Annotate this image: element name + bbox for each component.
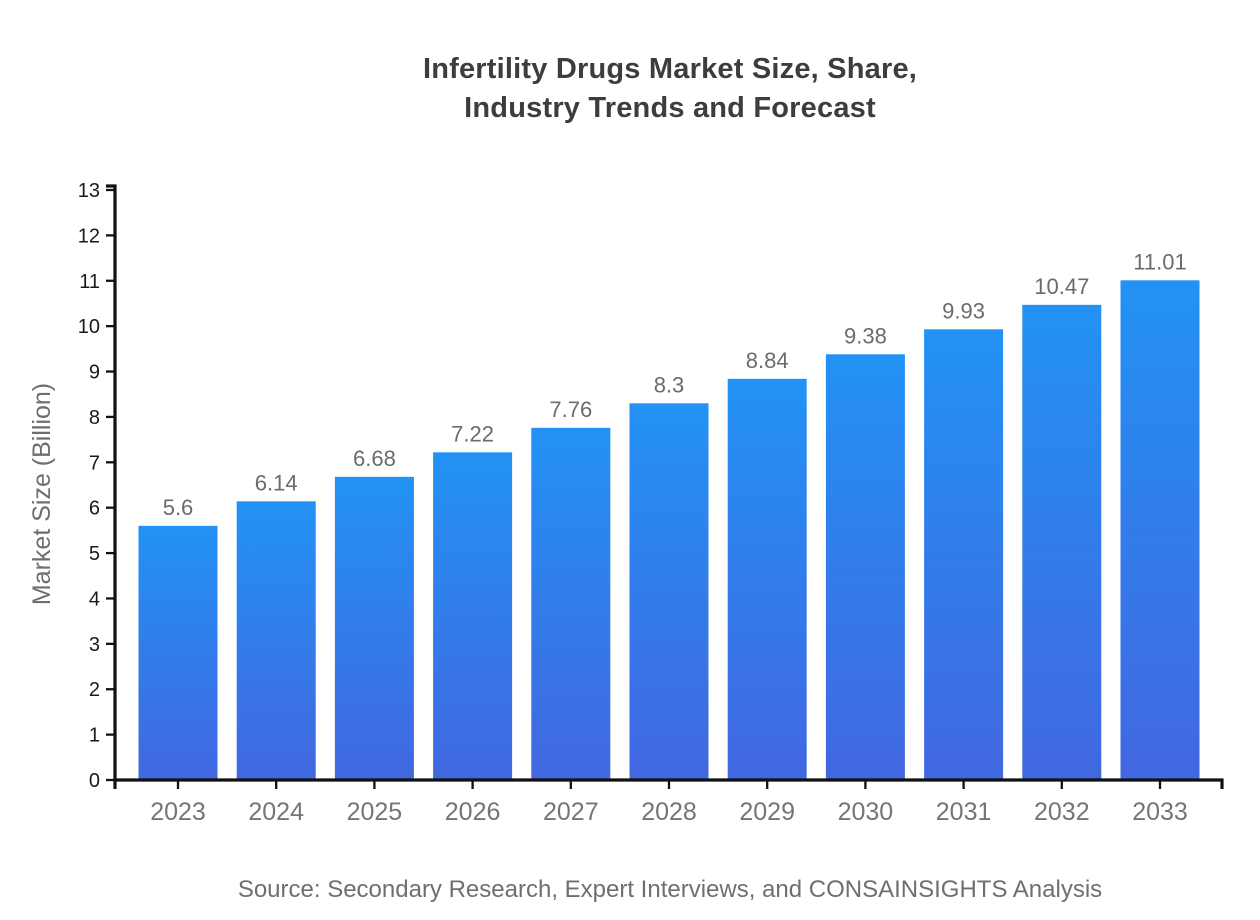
y-tick-label: 10	[78, 316, 100, 338]
bar-2027	[531, 427, 611, 780]
x-tick-label: 2023	[150, 798, 206, 826]
x-tick-label: 2028	[641, 798, 697, 826]
bar-value-label: 6.14	[255, 470, 298, 495]
bar-2032	[1022, 304, 1102, 780]
bar-value-label: 9.93	[942, 298, 985, 323]
x-axis-line	[113, 778, 1224, 789]
y-tick-label: 0	[89, 770, 100, 792]
x-tick-label: 2030	[838, 798, 894, 826]
x-tick-label: 2033	[1132, 798, 1188, 826]
source-attribution: Source: Secondary Research, Expert Inter…	[237, 876, 1103, 903]
x-tick-label: 2032	[1034, 798, 1090, 826]
y-tick-label: 5	[89, 543, 100, 565]
bar-2028	[629, 403, 709, 780]
y-tick-label: 7	[89, 452, 100, 474]
y-tick-label: 2	[89, 679, 100, 701]
x-tick-label: 2025	[347, 798, 403, 826]
y-tick-label: 9	[89, 362, 100, 384]
bar-2024	[236, 501, 316, 780]
x-tick-label: 2031	[936, 798, 992, 826]
bar-2029	[727, 378, 807, 780]
bar-2033	[1120, 280, 1200, 780]
y-tick-label: 8	[89, 407, 100, 429]
bar-value-label: 7.22	[451, 421, 494, 446]
bar-2030	[825, 354, 905, 780]
x-tick-label: 2024	[248, 798, 304, 826]
y-tick-label: 1	[89, 725, 100, 747]
bar-2025	[334, 476, 414, 780]
x-tick-label: 2026	[445, 798, 501, 826]
bar-value-label: 8.3	[654, 372, 685, 397]
bar-value-label: 5.6	[163, 495, 194, 520]
y-tick-label: 4	[89, 588, 100, 610]
y-tick-label: 12	[78, 225, 100, 247]
bar-2031	[924, 329, 1004, 780]
bar-value-label: 9.38	[844, 323, 887, 348]
x-tick-label: 2029	[739, 798, 795, 826]
bar-value-label: 11.01	[1133, 249, 1186, 274]
bar-2023	[138, 525, 218, 780]
chart-title: Infertility Drugs Market Size, Share, In…	[90, 50, 1250, 128]
bar-2026	[433, 452, 513, 780]
bar-value-label: 8.84	[746, 348, 789, 373]
bar-value-label: 6.68	[353, 446, 396, 471]
y-tick-label: 11	[79, 271, 100, 293]
bar-value-label: 10.47	[1034, 274, 1089, 299]
y-tick-label: 3	[89, 634, 100, 656]
y-axis-line	[106, 184, 117, 780]
bar-value-label: 7.76	[549, 397, 592, 422]
y-tick-label: 13	[78, 180, 100, 202]
chart-title-line1: Infertility Drugs Market Size, Share,	[422, 53, 918, 85]
x-tick-label: 2027	[543, 798, 599, 826]
y-tick-label: 6	[89, 498, 100, 520]
chart-title-line2: Industry Trends and Forecast	[464, 92, 876, 124]
